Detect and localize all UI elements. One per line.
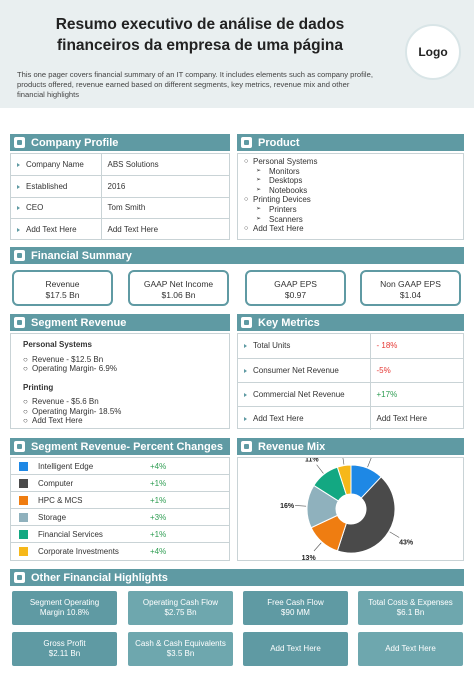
list-item: ○ Revenue - $5.6 Bn (23, 397, 99, 406)
color-swatch (19, 529, 28, 539)
list-item: Storage +3% (11, 509, 229, 526)
list-item: ○ Add Text Here (244, 224, 304, 234)
pie-data-label: 43% (399, 540, 414, 547)
segment-name: Printing (23, 382, 54, 392)
color-swatch (19, 547, 28, 556)
table-row: Total Units - 18% (238, 334, 463, 359)
highlight-card: Add Text Here (358, 632, 463, 666)
product-list: ○ Personal Systems ➢ Monitors ➢ Desktops ➢ N… (237, 153, 464, 240)
pie-leader-line (341, 453, 345, 465)
pie-leader-line (313, 542, 322, 552)
table-row: Commercial Net Revenue +17% (238, 382, 463, 407)
pie-leader-line (316, 464, 324, 474)
table-row: Company Name ABS Solutions (11, 154, 229, 176)
pie-data-label: 11% (305, 458, 319, 463)
pie-slice-corporate-investments (336, 464, 352, 496)
highlight-card: Add Text Here (243, 632, 348, 666)
intro-text: This one pager covers financial summary … (17, 70, 373, 99)
company-profile-table: Company Name ABS Solutions Established 201… (10, 153, 230, 240)
revenue-card: Revenue $17.5 Bn (12, 270, 113, 306)
list-item: ○ Add Text Here (23, 416, 83, 425)
color-swatch (19, 495, 28, 505)
highlight-card: Gross Profit $2.11 Bn (12, 632, 117, 666)
highlight-card: Segment Operating Margin 10.8% (12, 591, 117, 625)
list-item: ➢ Printers (256, 204, 297, 214)
list-item: Corporate Investments +4% (11, 543, 229, 560)
list-item: ➢ Monitors (256, 166, 300, 176)
segment-icon (14, 317, 25, 328)
segment-revenue-box: Personal Systems ○ Revenue - $12.5 Bn ○ Op… (10, 333, 230, 429)
metrics-icon (241, 317, 252, 328)
product-icon (241, 137, 252, 148)
list-item: ○ Printing Devices (244, 195, 311, 205)
color-swatch (19, 478, 28, 488)
color-swatch (19, 512, 28, 522)
table-row: Established 2016 (11, 175, 229, 198)
revenue-mix-chart: 12%43%13%16%11%5% (280, 444, 414, 562)
profile-icon (14, 137, 25, 148)
highlight-card: Free Cash Flow $90 MM (243, 591, 348, 625)
pie-leader-line (389, 531, 400, 538)
arrow-icon (17, 184, 20, 189)
highlight-card: Operating Cash Flow $2.75 Bn (128, 591, 233, 625)
company-profile-header: Company Profile (10, 134, 230, 151)
gaap-eps-card: GAAP EPS $0.97 (245, 270, 346, 306)
list-item: ○ Operating Margin- 6.9% (23, 364, 117, 373)
table-row: Add Text Here Add Text Here (238, 406, 463, 430)
segment-revenue-header: Segment Revenue (10, 314, 230, 331)
key-metrics-table: Total Units - 18% Consumer Net Revenue -5%… (237, 333, 464, 430)
highlight-card: Total Costs & Expenses $6.1 Bn (358, 591, 463, 625)
arrow-icon (17, 228, 20, 232)
segment-name: Personal Systems (23, 340, 92, 349)
arrow-icon (244, 416, 247, 421)
list-item: ➢ Scanners (256, 214, 303, 224)
table-row: CEO Tom Smith (11, 197, 229, 219)
pie-slice-computer (336, 476, 396, 554)
arrow-icon (244, 368, 247, 373)
list-item: HPC & MCS +1% (11, 492, 229, 509)
list-item: ○ Operating Margin- 18.5% (23, 406, 122, 416)
pie-leader-line (295, 505, 307, 507)
arrow-icon (17, 206, 20, 211)
list-item: ➢ Notebooks (256, 185, 308, 195)
table-row: Add Text Here Add Text Here (11, 218, 229, 240)
arrow-icon (17, 163, 20, 167)
list-item: ○ Revenue - $12.5 Bn (23, 354, 104, 364)
revenue-mix-header: Revenue Mix (237, 438, 464, 455)
highlight-card: Cash & Cash Equivalents $3.5 Bn (128, 632, 233, 666)
financial-summary-header: Financial Summary (10, 247, 464, 264)
color-swatch (19, 461, 28, 471)
highlights-header: Other Financial Highlights (10, 569, 464, 586)
key-metrics-header: Key Metrics (237, 314, 464, 331)
list-item: ➢ Desktops (256, 176, 303, 186)
pie-data-label: 16% (280, 503, 295, 510)
list-item: Intelligent Edge +4% (11, 458, 229, 475)
list-item: ○ Personal Systems (244, 157, 318, 166)
arrow-icon (244, 392, 247, 397)
list-item: Financial Services +1% (11, 526, 229, 543)
revenue-mix-box: 12%43%13%16%11%5% (237, 444, 464, 562)
summary-icon (14, 250, 25, 261)
pie-leader-line (367, 456, 372, 468)
list-item: Computer +1% (11, 475, 229, 492)
pie-data-label: 13% (302, 555, 317, 560)
logo: Logo (405, 24, 461, 80)
non-gaap-eps-card: Non GAAP EPS $1.04 (360, 270, 461, 306)
highlights-icon (14, 572, 25, 583)
pie-icon (241, 441, 252, 452)
percent-changes-header: Segment Revenue- Percent Changes (10, 438, 230, 455)
header-band (0, 0, 474, 108)
product-header: Product (237, 134, 464, 151)
percent-changes-list: Intelligent Edge +4% Computer +1% HPC & MC… (10, 457, 230, 561)
page-title: Resumo executivo de análise de dados fin… (55, 16, 345, 54)
percent-icon (14, 441, 25, 452)
arrow-icon (244, 344, 247, 349)
gaap-net-income-card: GAAP Net Income $1.06 Bn (128, 270, 229, 306)
table-row: Consumer Net Revenue -5% (238, 358, 463, 383)
